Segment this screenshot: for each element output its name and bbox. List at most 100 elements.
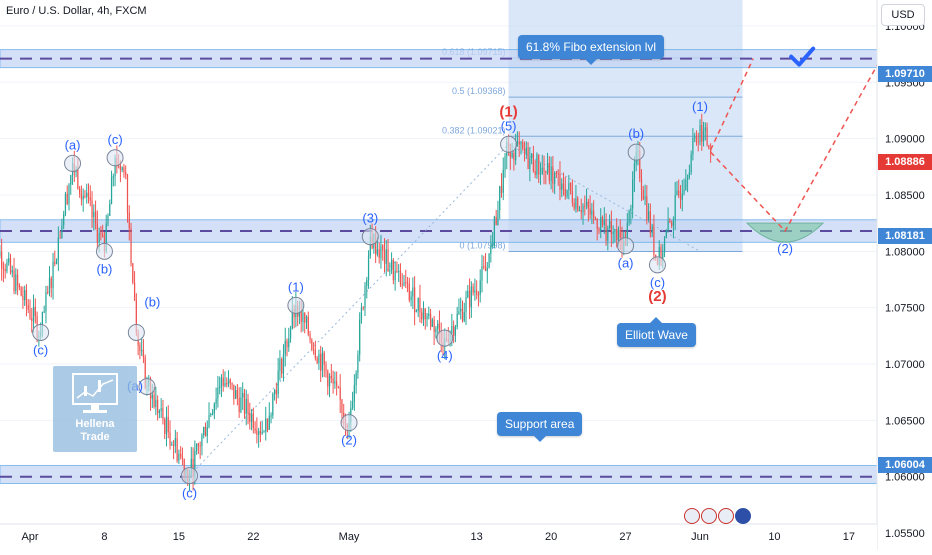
candle-body: [58, 238, 59, 260]
candle: [276, 383, 277, 404]
candle: [19, 283, 20, 290]
candle-body: [701, 125, 702, 141]
candle: [63, 211, 64, 229]
candle-body: [317, 358, 318, 363]
candle: [249, 403, 250, 430]
candle-body: [315, 350, 316, 358]
candle: [496, 210, 497, 225]
candle-body: [120, 166, 121, 170]
candle: [419, 285, 420, 323]
candle-body: [283, 354, 284, 373]
candle-body: [130, 228, 131, 263]
eu-flag-icon[interactable]: [735, 508, 751, 524]
candle-body: [357, 355, 358, 373]
candle-body: [219, 387, 220, 388]
candle: [134, 271, 135, 301]
candle: [242, 382, 243, 410]
candle: [44, 306, 45, 313]
candle-body: [44, 312, 45, 313]
candle: [558, 169, 559, 186]
candle: [93, 204, 94, 230]
candle-body: [481, 266, 482, 280]
candle-body: [549, 163, 550, 181]
candle-body: [543, 168, 544, 171]
candle-body: [285, 341, 286, 355]
candle: [123, 164, 124, 178]
candle-body: [426, 316, 427, 319]
candle: [178, 450, 179, 464]
candle: [256, 417, 257, 443]
candle: [604, 207, 605, 234]
candle: [650, 203, 651, 237]
fibonacci-level-label: 0.5 (1.09368): [452, 86, 506, 96]
candle: [465, 291, 466, 325]
candle-body: [132, 263, 133, 282]
pivot-circle: [341, 415, 357, 431]
candle: [605, 213, 606, 246]
candle-body: [159, 411, 160, 413]
candle-body: [320, 354, 321, 371]
candle-body: [244, 393, 245, 414]
candle: [97, 210, 98, 249]
support-area-callout[interactable]: Support area: [497, 412, 582, 436]
candle-body: [81, 194, 82, 200]
candle: [155, 387, 156, 415]
candle-body: [556, 173, 557, 174]
candle-body: [650, 211, 651, 233]
candle: [646, 185, 647, 224]
currency-button[interactable]: USD: [881, 4, 925, 26]
economic-events-flags[interactable]: [682, 506, 753, 524]
candle-body: [398, 271, 399, 272]
candle-body: [123, 167, 124, 172]
candle-body: [93, 212, 94, 217]
candle-body: [437, 324, 438, 329]
candle-body: [210, 414, 211, 415]
candle-body: [325, 365, 326, 371]
candle-body: [609, 221, 610, 228]
candle-body: [235, 390, 236, 399]
candle-body: [306, 317, 307, 323]
candle-body: [570, 183, 571, 191]
candle: [35, 298, 36, 323]
candle: [219, 377, 220, 395]
us-flag-icon[interactable]: [684, 508, 700, 524]
candle: [616, 218, 617, 247]
pivot-circle: [362, 229, 378, 245]
candle: [90, 185, 91, 206]
candle-body: [607, 228, 608, 241]
us-flag-icon[interactable]: [701, 508, 717, 524]
candle-body: [26, 290, 27, 305]
us-flag-icon[interactable]: [718, 508, 734, 524]
candle-body: [139, 345, 140, 350]
candle: [652, 224, 653, 237]
candle: [157, 395, 158, 420]
candle: [52, 253, 53, 300]
candle-body: [141, 350, 142, 351]
price-axis-tick-label: 1.07500: [885, 303, 925, 315]
candle-body: [33, 307, 34, 321]
candle: [588, 199, 589, 222]
candle: [47, 286, 48, 295]
candle-body: [430, 314, 431, 327]
candle-body: [547, 163, 548, 173]
candle: [410, 291, 411, 307]
candle: [304, 312, 305, 333]
candle: [366, 277, 367, 299]
candle: [247, 394, 248, 424]
candle: [692, 128, 693, 160]
elliott-wave-callout[interactable]: Elliott Wave: [617, 323, 696, 347]
candle: [460, 297, 461, 319]
candle-body: [77, 170, 78, 189]
candle: [235, 386, 236, 399]
fibo-extension-callout[interactable]: 61.8% Fibo extension lvl: [518, 35, 664, 59]
time-axis-tick-label: 8: [101, 531, 107, 543]
wave-label: (c): [33, 342, 48, 357]
candle: [169, 420, 170, 449]
candle: [269, 402, 270, 430]
candle: [703, 122, 704, 147]
candle-body: [83, 196, 84, 200]
candle-body: [691, 154, 692, 172]
candle: [614, 229, 615, 242]
candle: [643, 186, 644, 200]
